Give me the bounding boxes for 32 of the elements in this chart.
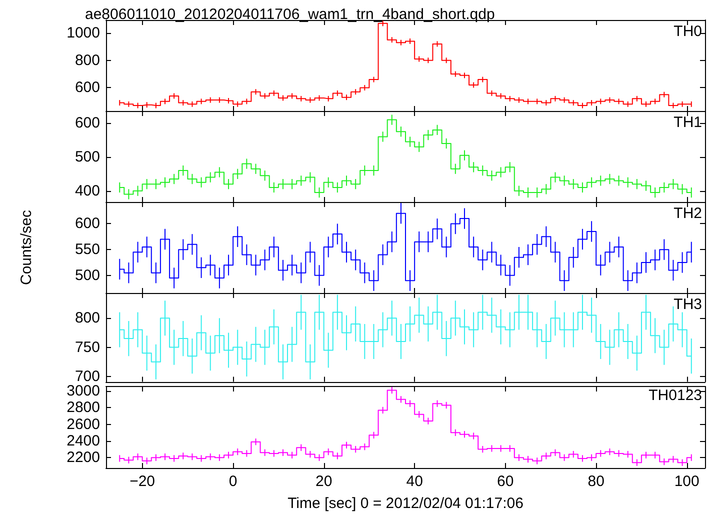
y-tick-label: 600 xyxy=(74,114,100,132)
x-tick-label: −20 xyxy=(130,473,156,490)
chart-title: ae806011010_20120204011706_wam1_trn_4band_short.qdp xyxy=(85,6,495,23)
text: TH0 xyxy=(674,23,702,40)
y-tick-label: 500 xyxy=(74,266,100,284)
y-tick-label: 2600 xyxy=(66,416,100,433)
y-tick-label: 2200 xyxy=(66,449,100,466)
series-label: TH2 xyxy=(674,205,702,222)
x-tick-label: 0 xyxy=(228,473,238,490)
y-tick-label: 700 xyxy=(74,368,100,385)
y-tick-label: 800 xyxy=(74,52,100,69)
y-tick-label: 2800 xyxy=(66,399,100,416)
y-tick-label: 1000 xyxy=(66,24,100,42)
x-tick-label: 60 xyxy=(496,473,514,490)
y-tick-label: 600 xyxy=(74,215,100,232)
y-axis-title: Counts/sec xyxy=(18,209,35,286)
x-tick-label: 80 xyxy=(588,473,604,490)
y-tick-label: 400 xyxy=(74,182,100,200)
x-tick-label: 40 xyxy=(406,473,423,490)
text: TH0123 xyxy=(648,387,702,404)
x-axis-title: Time [sec] 0 = 2012/02/04 01:17:06 xyxy=(288,495,524,512)
y-tick-label: 800 xyxy=(74,310,100,327)
y-tick-label: 600 xyxy=(74,79,100,96)
series-label: TH3 xyxy=(674,296,702,313)
y-tick-label: 550 xyxy=(74,241,100,258)
y-tick-label: 3000 xyxy=(66,382,100,400)
y-tick-label: 750 xyxy=(74,338,100,356)
text: TH1 xyxy=(674,114,702,131)
x-tick-label: 100 xyxy=(674,473,700,490)
y-tick-label: 2400 xyxy=(66,432,100,450)
x-tick-label: 20 xyxy=(315,473,332,490)
y-tick-label: 500 xyxy=(74,148,100,166)
